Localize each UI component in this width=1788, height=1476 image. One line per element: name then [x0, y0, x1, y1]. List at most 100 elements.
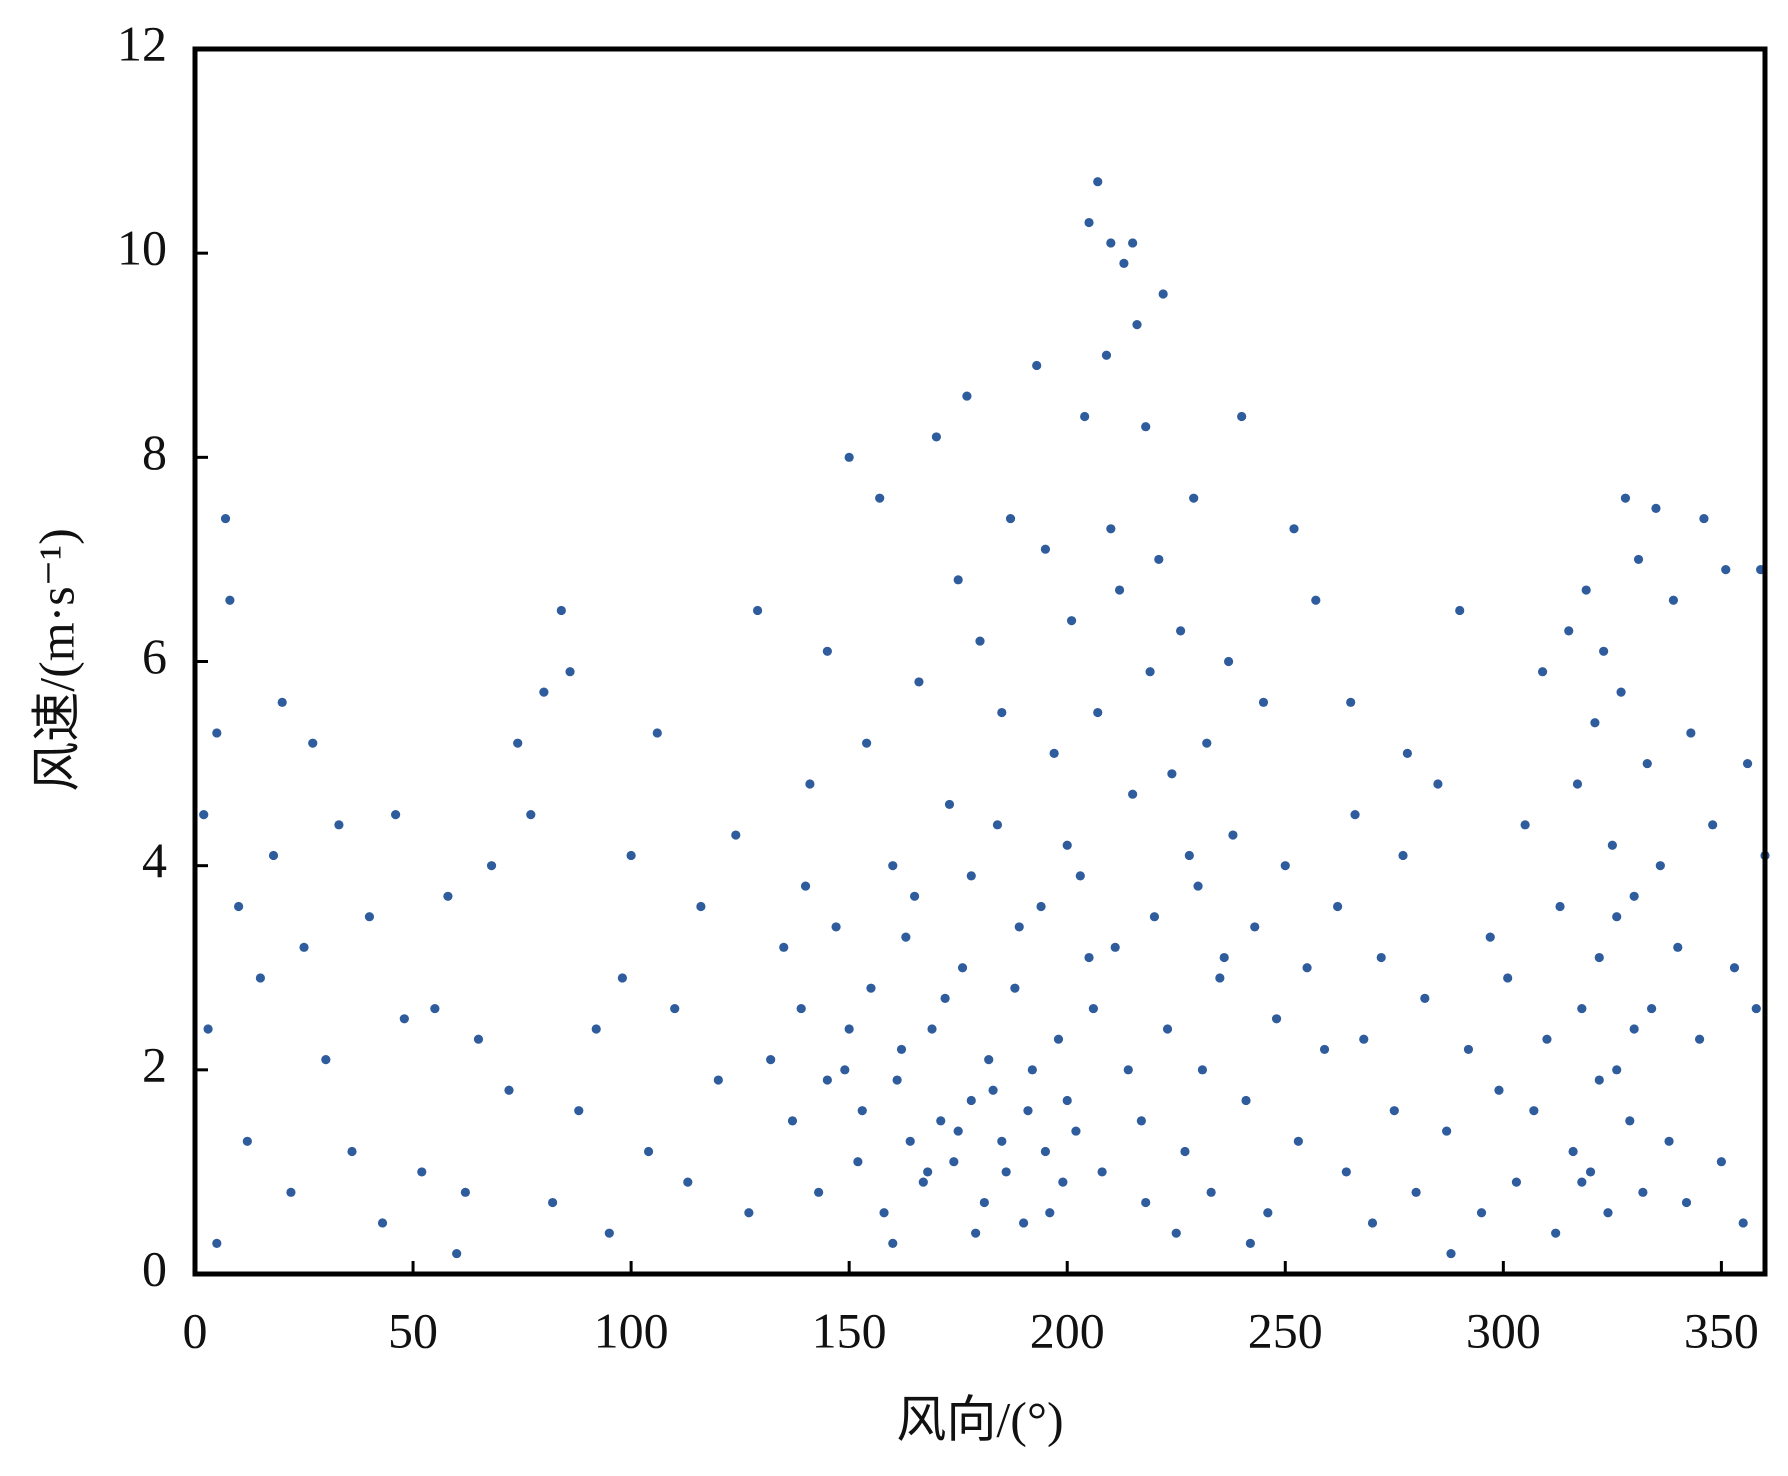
- point: [199, 810, 209, 820]
- point: [984, 1055, 994, 1065]
- point: [752, 605, 763, 616]
- point: [862, 738, 872, 748]
- point: [1241, 1095, 1251, 1106]
- point: [979, 1197, 989, 1208]
- point: [927, 1024, 937, 1034]
- point: [853, 1157, 863, 1167]
- point: [1333, 901, 1343, 912]
- point: [1551, 1228, 1561, 1238]
- point: [513, 738, 523, 748]
- point: [787, 1116, 798, 1126]
- point: [1612, 1065, 1622, 1075]
- point: [604, 1228, 614, 1238]
- point: [548, 1197, 558, 1208]
- x-tick-label: 250: [1248, 1302, 1323, 1358]
- point: [1219, 952, 1229, 963]
- point: [1542, 1034, 1552, 1044]
- point: [975, 636, 985, 646]
- point: [212, 1238, 222, 1248]
- point: [539, 687, 549, 697]
- point: [1110, 942, 1120, 952]
- point: [1664, 1136, 1674, 1146]
- point: [399, 1014, 409, 1024]
- point: [896, 1044, 907, 1055]
- point: [1568, 1146, 1578, 1157]
- point: [1311, 595, 1321, 605]
- point: [800, 881, 811, 891]
- point: [909, 891, 920, 901]
- point: [1158, 289, 1168, 299]
- point: [1642, 758, 1652, 769]
- point: [1123, 1065, 1133, 1075]
- point: [1189, 493, 1199, 503]
- point: [1346, 697, 1356, 707]
- point: [277, 697, 287, 707]
- point: [914, 677, 924, 687]
- point: [1271, 1014, 1282, 1024]
- point: [1699, 513, 1709, 524]
- point: [1075, 871, 1085, 881]
- point: [321, 1055, 331, 1065]
- point: [1128, 789, 1138, 799]
- point: [1206, 1187, 1216, 1197]
- point: [347, 1146, 357, 1157]
- point: [203, 1024, 213, 1034]
- point: [1141, 1197, 1151, 1208]
- point: [334, 820, 344, 830]
- point: [1162, 1024, 1173, 1034]
- point: [1463, 1044, 1474, 1055]
- point: [565, 667, 575, 677]
- point: [1585, 1167, 1596, 1177]
- point: [805, 779, 815, 789]
- point: [988, 1085, 998, 1095]
- point: [713, 1075, 723, 1085]
- point: [1289, 524, 1299, 534]
- point: [1359, 1034, 1369, 1044]
- point: [1136, 1116, 1146, 1126]
- point: [1389, 1106, 1399, 1116]
- point: [814, 1187, 824, 1197]
- point: [526, 810, 536, 820]
- point: [1572, 779, 1583, 789]
- point: [1040, 1146, 1051, 1157]
- point: [1577, 1003, 1587, 1014]
- point: [1402, 748, 1412, 758]
- point: [1215, 973, 1225, 983]
- point: [971, 1228, 981, 1238]
- point: [1367, 1218, 1378, 1228]
- x-tick-label: 150: [812, 1302, 887, 1358]
- point: [1708, 820, 1718, 830]
- point: [473, 1034, 484, 1044]
- point: [377, 1218, 388, 1228]
- point: [888, 1238, 898, 1248]
- point: [1455, 605, 1465, 616]
- point: [1005, 513, 1016, 524]
- point: [1716, 1157, 1726, 1167]
- point: [286, 1187, 296, 1197]
- point: [617, 973, 627, 983]
- point: [953, 1126, 963, 1136]
- point: [1607, 840, 1617, 850]
- point: [1084, 217, 1094, 228]
- x-tick-label: 100: [594, 1302, 669, 1358]
- point: [670, 1003, 680, 1014]
- point: [1062, 1095, 1072, 1106]
- point: [1101, 350, 1112, 360]
- point: [1721, 565, 1731, 575]
- point: [931, 432, 941, 442]
- point: [1633, 554, 1644, 565]
- point: [822, 1075, 832, 1085]
- point: [962, 391, 972, 401]
- point: [796, 1003, 806, 1014]
- point: [1620, 493, 1631, 503]
- point: [731, 830, 741, 840]
- point: [1180, 1146, 1190, 1157]
- point: [936, 1116, 946, 1126]
- point: [212, 728, 222, 738]
- point: [225, 595, 235, 605]
- point: [1612, 912, 1622, 922]
- y-tick-label: 0: [142, 1240, 167, 1296]
- point: [1250, 922, 1260, 932]
- point: [1668, 595, 1679, 605]
